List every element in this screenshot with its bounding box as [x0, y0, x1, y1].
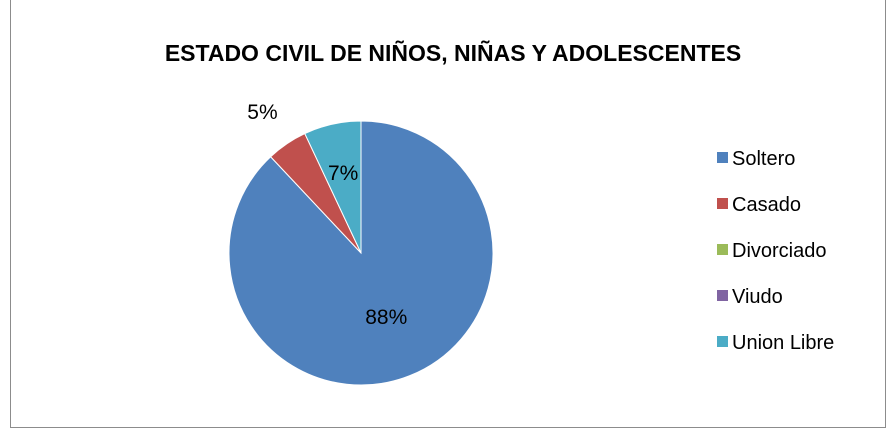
- chart-title: ESTADO CIVIL DE NIÑOS, NIÑAS Y ADOLESCEN…: [165, 39, 741, 66]
- legend-label-casado: Casado: [732, 194, 801, 216]
- legend-label-divorciado: Divorciado: [732, 240, 826, 262]
- legend-label-union-libre: Union Libre: [732, 332, 834, 354]
- data-label-soltero: 88%: [365, 306, 407, 329]
- legend-swatch-viudo: [717, 290, 728, 301]
- legend-swatch-divorciado: [717, 244, 728, 255]
- slice-union-libre: [304, 120, 362, 254]
- legend-swatch-casado: [717, 198, 728, 209]
- legend: Soltero Casado Divorciado Viudo Union Libre: [717, 148, 834, 354]
- pie-slices: [228, 120, 494, 386]
- chart-frame: [10, 0, 886, 428]
- legend-label-viudo: Viudo: [732, 286, 783, 308]
- data-label-casado: 5%: [247, 101, 277, 124]
- legend-swatch-soltero: [717, 152, 728, 163]
- data-label-union-libre: 7%: [328, 162, 358, 185]
- legend-swatch-union-libre: [717, 336, 728, 347]
- data-labels: 88% 5% 7%: [247, 101, 407, 329]
- legend-label-soltero: Soltero: [732, 148, 795, 170]
